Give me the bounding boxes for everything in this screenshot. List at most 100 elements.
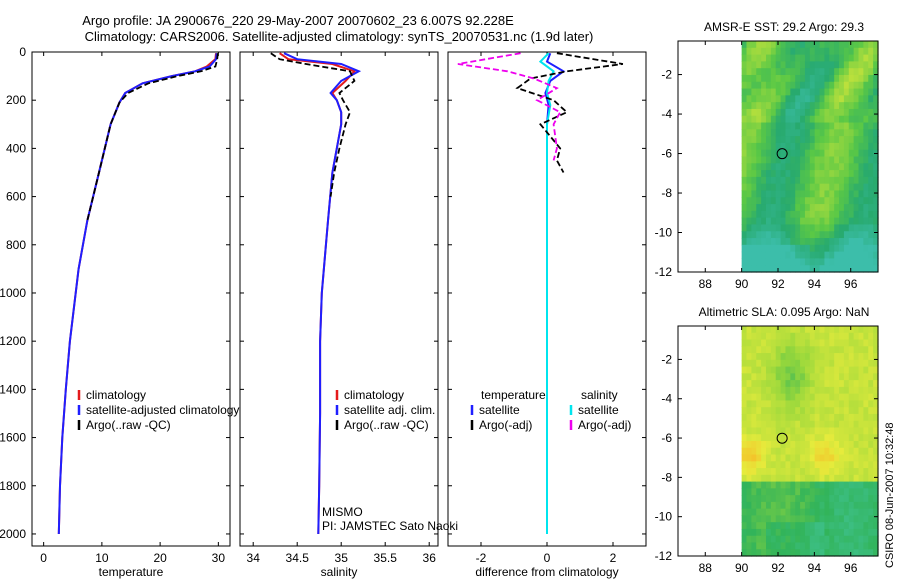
sla_map-cell (834, 501, 840, 510)
sst_map-cell (824, 183, 830, 192)
sla_map-cell (746, 386, 752, 395)
sst_map-cell (848, 217, 855, 226)
sla_map-cell (765, 481, 772, 489)
sla_map-cell (765, 488, 772, 496)
sst_map-cell (741, 68, 748, 76)
sla_map-cell (800, 549, 806, 557)
sst_map-cell (804, 129, 811, 137)
sla_map-cell (809, 441, 816, 449)
sla_map-cell (756, 542, 762, 550)
sla_map-cell (819, 413, 826, 422)
sla_map-cell (814, 542, 821, 550)
sst_map-cell (765, 183, 772, 192)
sst_map-cell (814, 231, 821, 239)
sla_map-cell (741, 366, 748, 374)
sst_map-cell (756, 61, 762, 69)
sla_map-cell (834, 326, 840, 334)
sst_map-cell (834, 238, 840, 246)
sst_map-cell (863, 238, 869, 246)
sla_map-cell (804, 508, 811, 517)
sst_map-cell (873, 170, 879, 178)
sst_map-cell (858, 170, 864, 178)
sla_map-cell (858, 339, 864, 347)
sla_map-cell (839, 535, 845, 544)
sst_map-cell (829, 170, 835, 178)
sla_map-cell (858, 454, 864, 462)
sla_map-cell (853, 468, 860, 476)
sst_map-cell (770, 170, 777, 178)
sla_map-cell (780, 413, 787, 422)
sla_map-cell (785, 326, 791, 334)
sst_map-cell (804, 108, 811, 117)
sst_map-cell (853, 258, 860, 266)
sst_map-cell (795, 265, 801, 273)
sst_map-cell (756, 81, 762, 90)
sla_map-cell (785, 522, 791, 530)
sst_map-cell (790, 265, 796, 273)
sla_map-cell (873, 542, 879, 550)
sla_map-cell (741, 508, 748, 517)
sla_map-cell (868, 413, 874, 422)
sst_map-cell (804, 238, 811, 246)
sst_map-cell (751, 122, 757, 130)
sla_map-cell (775, 535, 782, 544)
sst_map-cell (824, 142, 830, 151)
sst_map-cell (800, 244, 806, 253)
sla_map-cell (780, 522, 787, 530)
sla_map-cell (853, 420, 860, 429)
sst_map-cell (785, 176, 791, 185)
sla_map-cell (795, 420, 801, 429)
sst_map-cell (761, 210, 767, 219)
sla_map-cell (751, 454, 757, 462)
sla_map-cell (765, 413, 772, 422)
sst_map-cell (756, 136, 762, 144)
sla_map-cell (790, 542, 796, 550)
sla_map-cell (775, 434, 782, 442)
sla_map-cell (843, 400, 850, 408)
sst_map-cell (770, 258, 777, 266)
sst_map-cell (800, 176, 806, 185)
sla_map-cell (800, 461, 806, 469)
sst_map-cell (809, 183, 816, 192)
sst_map-cell (790, 244, 796, 253)
sla_map-cell (785, 380, 791, 388)
sla_map-cell (741, 441, 748, 449)
sla_map-cell (761, 353, 767, 361)
sla_map-cell (761, 413, 767, 422)
sst_map-cell (853, 149, 860, 158)
sla_map-cell (873, 353, 879, 361)
sst_map-cell (795, 122, 801, 130)
sla_map-cell (868, 373, 874, 381)
sst_map-cell (800, 238, 806, 246)
sla_map-cell (873, 508, 879, 517)
sla_map-cell (746, 474, 752, 483)
sla_map-cell (819, 434, 826, 442)
sst_map-cell (746, 61, 752, 69)
sst_map-cell (829, 156, 835, 164)
sst_map-cell (765, 231, 772, 239)
sst_map-cell (868, 217, 874, 226)
temperature-legend-label: climatology (86, 388, 146, 402)
sst_map-cell (770, 224, 777, 232)
sla_map-cell (819, 346, 826, 354)
sst_map-cell (843, 115, 850, 124)
sla_map-cell (814, 488, 821, 496)
sst_map-cell (868, 183, 874, 192)
sla_map-cell (829, 508, 835, 517)
sst_map-cell (809, 74, 816, 83)
sst_map-cell (804, 244, 811, 253)
sla_map-cell (829, 400, 835, 408)
sst_map-cell (809, 156, 816, 164)
sst_map-cell (868, 115, 874, 124)
sst_map-cell (765, 122, 772, 130)
sst_map-cell (795, 142, 801, 151)
salinity-xlabel: salinity (321, 565, 358, 579)
sst_map-cell (780, 197, 787, 205)
sst_map-cell (814, 197, 821, 205)
sla_map-cell (814, 441, 821, 449)
sst_map-cell (843, 136, 850, 144)
sla_map-cell (834, 468, 840, 476)
sla_map-cell (785, 501, 791, 510)
sla_map-cell (741, 434, 748, 442)
sst_map-cell (834, 197, 840, 205)
